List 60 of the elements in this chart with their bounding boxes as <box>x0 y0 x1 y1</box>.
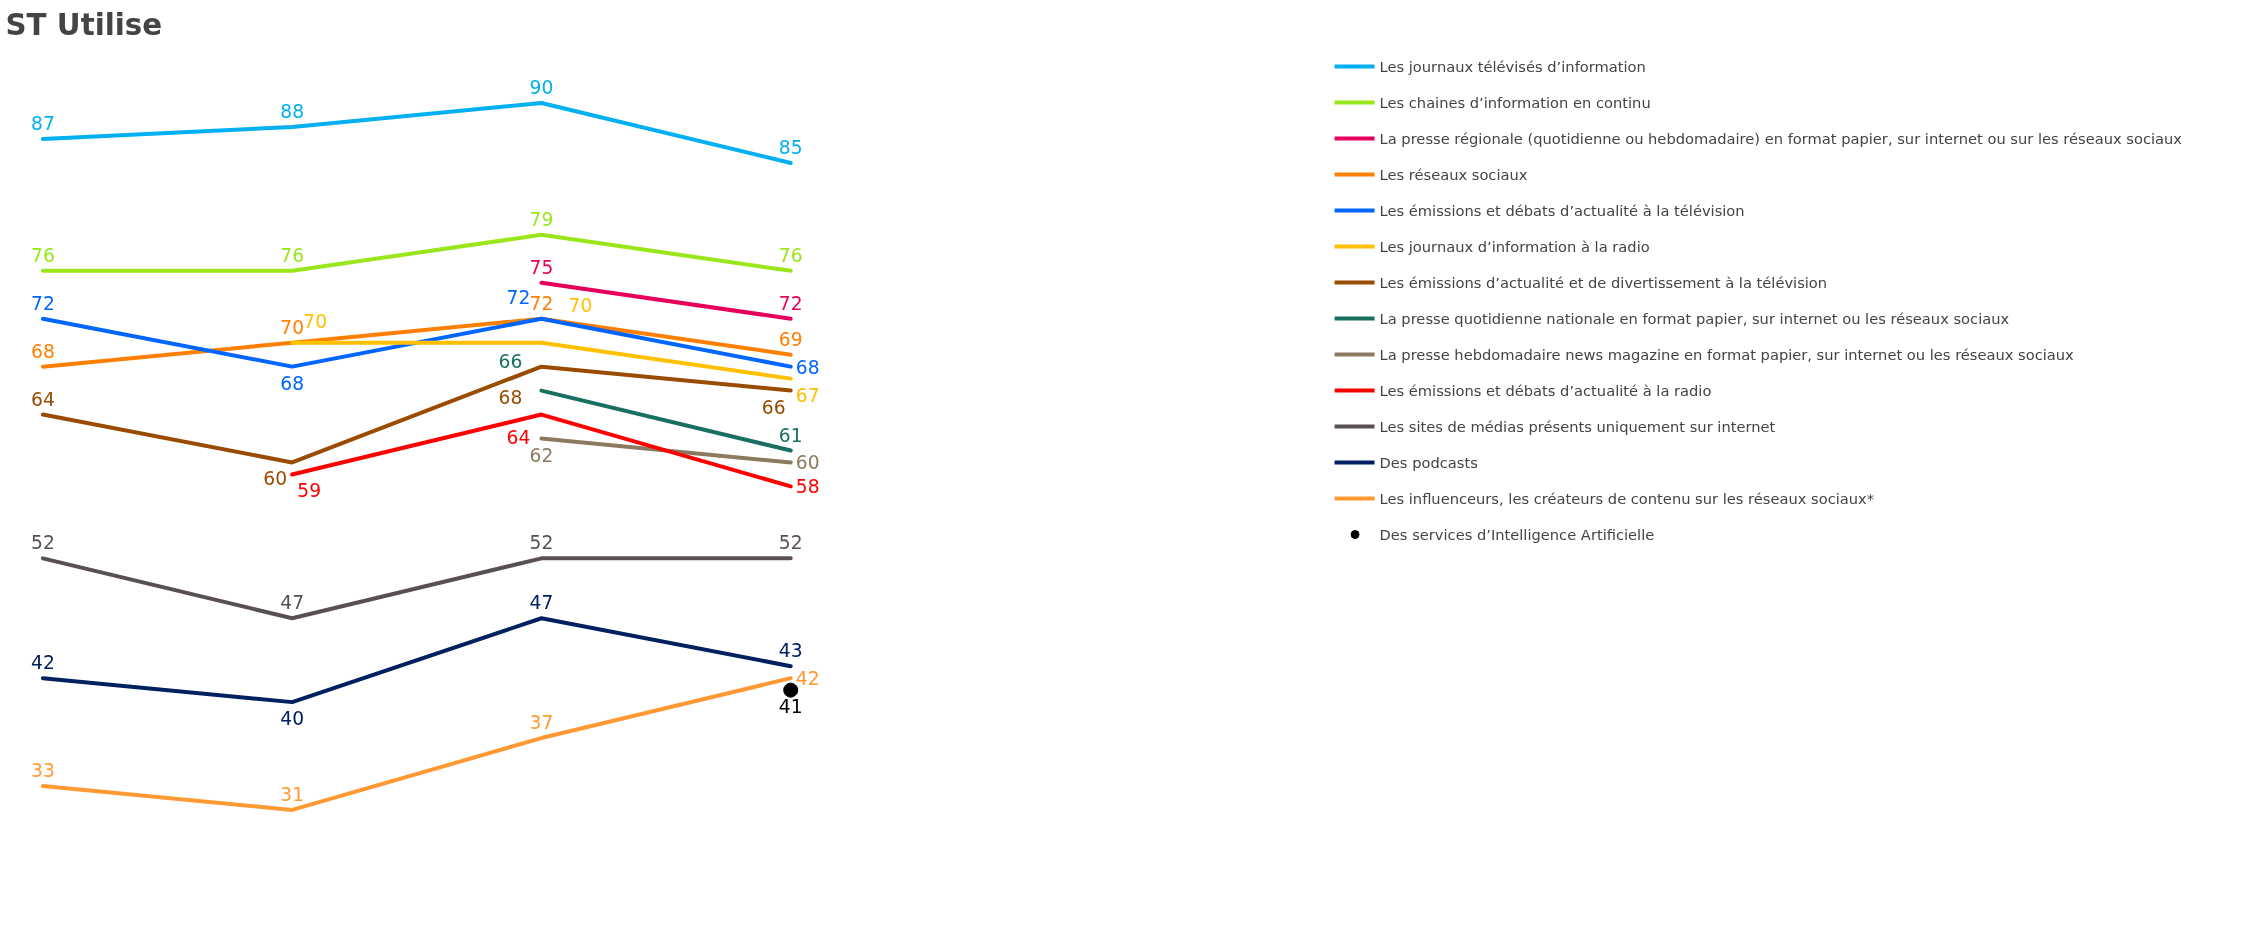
data-label: 76 <box>778 244 803 266</box>
data-label: 72 <box>506 286 531 308</box>
data-label: 33 <box>31 759 55 781</box>
data-label: 64 <box>31 388 55 410</box>
legend-label: La presse hebdomadaire news magazine en format papier, sur internet ou les réseaux sociaux <box>1379 345 2074 363</box>
data-label: 79 <box>529 208 554 230</box>
data-label: 70 <box>280 316 305 338</box>
data-label: 52 <box>778 532 803 554</box>
data-label: 66 <box>498 350 523 372</box>
data-label: 42 <box>31 652 55 674</box>
legend-label: Les émissions et débats d’actualité à la télévision <box>1379 201 1745 219</box>
legend-label: Les journaux d’information à la radio <box>1379 237 1650 255</box>
data-label: 87 <box>31 113 55 134</box>
data-label: 61 <box>778 424 803 446</box>
data-label: 68 <box>795 356 820 378</box>
data-label: 72 <box>778 292 803 314</box>
data-label: 37 <box>529 712 554 734</box>
data-label: 85 <box>778 136 803 158</box>
legend-label: Les influenceurs, les créateurs de contenu sur les réseaux sociaux* <box>1379 489 1875 507</box>
data-label: 47 <box>280 592 305 614</box>
data-label: 64 <box>506 426 531 448</box>
data-label: 72 <box>31 292 55 314</box>
data-label: 68 <box>498 386 523 408</box>
legend-label: Les chaines d’information en continu <box>1379 93 1651 111</box>
data-label: 47 <box>529 592 554 614</box>
data-label: 58 <box>795 476 820 498</box>
data-label: 43 <box>778 640 803 662</box>
data-label: 72 <box>529 292 554 314</box>
legend-label: Les journaux télévisés d’information <box>1379 57 1646 75</box>
legend-label: Les sites de médias présents uniquement sur internet <box>1379 417 1776 435</box>
data-label: 60 <box>263 468 288 490</box>
legend-label: La presse quotidienne nationale en format papier, sur internet ou les réseaux sociaux <box>1379 309 2010 327</box>
data-label: 31 <box>280 783 305 805</box>
data-label: 67 <box>795 384 820 406</box>
data-label: 76 <box>280 244 305 266</box>
data-label: 68 <box>31 340 55 362</box>
data-label: 42 <box>795 668 820 690</box>
legend-label: Les émissions et débats d’actualité à la radio <box>1379 381 1712 399</box>
data-label: 59 <box>297 480 322 502</box>
data-label: 52 <box>529 532 554 554</box>
chart-title: ST Utilise <box>5 7 163 42</box>
data-label: 40 <box>280 708 305 730</box>
data-label: 76 <box>31 244 55 266</box>
data-label: 88 <box>280 101 305 123</box>
legend-label: Les émissions d’actualité et de divertissement à la télévision <box>1379 273 1828 291</box>
legend-label: Les réseaux sociaux <box>1379 165 1528 183</box>
data-label: 66 <box>761 396 786 418</box>
legend-label: La presse régionale (quotidienne ou hebdomadaire) en format papier, sur internet ou sur les réseaux sociaux <box>1379 129 2182 147</box>
data-label: 41 <box>778 696 803 718</box>
data-label: 70 <box>568 294 593 316</box>
data-label: 75 <box>529 256 554 278</box>
legend-label: Des podcasts <box>1379 453 1478 471</box>
data-label: 69 <box>778 328 803 350</box>
data-label: 60 <box>795 452 820 474</box>
legend-label: Des services d’Intelligence Artificielle <box>1379 525 1655 543</box>
data-label: 52 <box>31 532 55 554</box>
data-label: 70 <box>303 310 328 332</box>
data-label: 62 <box>529 444 554 466</box>
data-label: 90 <box>529 77 554 99</box>
data-label: 68 <box>280 372 305 394</box>
